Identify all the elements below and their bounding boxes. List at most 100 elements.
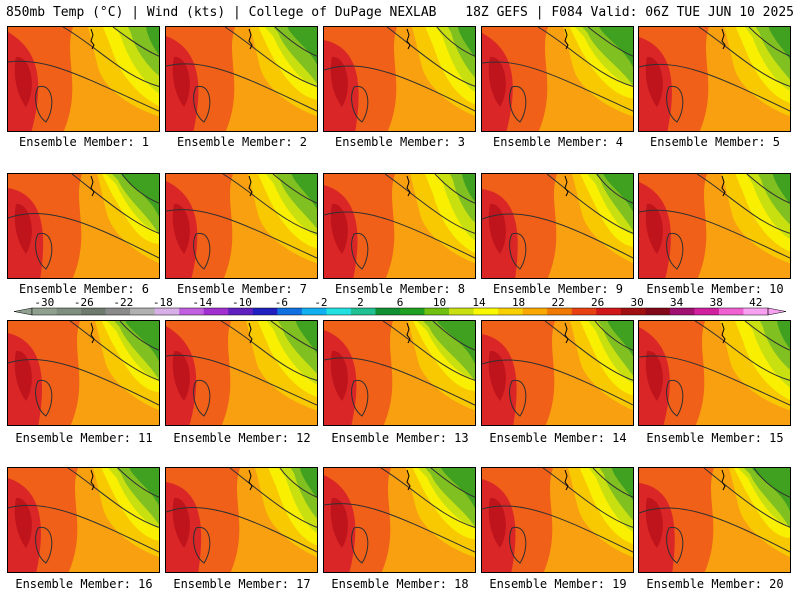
temperature-field [639,174,790,278]
colorbar-right-arrow [767,307,787,316]
ensemble-member-map [165,320,318,426]
colorbar-tick-label: 2 [357,298,364,309]
ensemble-member-map [7,26,160,132]
temperature-field [8,174,159,278]
colorbar-swatch [522,308,548,315]
temperature-field [482,321,633,425]
colorbar-tick-label: 10 [433,298,446,309]
colorbar-swatch [56,308,82,315]
colorbar-tick-label: 22 [551,298,564,309]
colorbar-swatch [105,308,131,315]
ensemble-member-caption: Ensemble Member: 15 [646,431,784,445]
ensemble-member-caption: Ensemble Member: 12 [173,431,311,445]
ensemble-member-map [323,320,476,426]
colorbar-swatch [400,308,425,315]
map-title: 850mb Temp (°C) | Wind (kts) | College o… [6,5,437,20]
ensemble-member-map [7,173,160,279]
colorbar-swatch [350,308,376,315]
colorbar-swatch [449,308,474,315]
ensemble-member-caption: Ensemble Member: 11 [15,431,153,445]
temperature-field [482,27,633,131]
colorbar-swatch [154,308,180,315]
colorbar-swatch [571,308,597,315]
ensemble-member-caption: Ensemble Member: 14 [489,431,627,445]
colorbar-swatch [252,308,278,315]
colorbar-swatch [326,308,352,315]
temperature-field [324,27,475,131]
colorbar-tick-label: -6 [275,298,288,309]
temperature-field [324,468,475,572]
ensemble-member-caption: Ensemble Member: 8 [334,282,466,296]
temperature-colorbar: -30 -26 -22 -18 -14 -10 -6 -2 2 6 10 14 18 22 26 30 34 38… [10,298,790,318]
ensemble-member-map [638,173,791,279]
colorbar-tick-label: -2 [314,298,327,309]
ensemble-member-caption: Ensemble Member: 3 [334,135,466,149]
colorbar-tick-label: -18 [153,298,173,309]
ensemble-member-caption: Ensemble Member: 5 [649,135,781,149]
run-info: 18Z GEFS | F084 Valid: 06Z TUE JUN 10 20… [465,5,794,20]
colorbar-swatch [620,308,646,315]
temperature-field [8,468,159,572]
ensemble-member-map [7,320,160,426]
temperature-field [8,27,159,131]
colorbar-tick-label: 14 [472,298,486,309]
colorbar-tick-label: 30 [631,298,644,309]
temperature-field [166,468,317,572]
ensemble-member-map [481,26,634,132]
colorbar-swatch [81,308,106,315]
temperature-field [639,468,790,572]
ensemble-member-caption: Ensemble Member: 7 [176,282,308,296]
colorbar-swatch [130,308,155,315]
ensemble-member-caption: Ensemble Member: 13 [331,431,469,445]
colorbar-tick-label: 38 [710,298,723,309]
colorbar-tick-label: 18 [512,298,525,309]
colorbar-swatch [203,308,229,315]
ensemble-member-caption: Ensemble Member: 17 [173,577,311,591]
ensemble-member-caption: Ensemble Member: 6 [18,282,150,296]
temperature-field [482,468,633,572]
ensemble-member-map [323,26,476,132]
temperature-field [166,174,317,278]
colorbar-swatch [645,308,671,315]
ensemble-member-map [165,173,318,279]
ensemble-member-map [481,467,634,573]
ensemble-member-map [481,320,634,426]
colorbar-swatch [301,308,327,315]
ensemble-member-map [638,320,791,426]
temperature-field [324,174,475,278]
colorbar-swatch [375,308,401,315]
temperature-field [166,321,317,425]
ensemble-member-caption: Ensemble Member: 2 [176,135,308,149]
colorbar-tick-label: 42 [749,298,762,309]
ensemble-member-map [165,467,318,573]
temperature-field [639,27,790,131]
colorbar-swatch [424,308,450,315]
temperature-field [639,321,790,425]
colorbar-swatch [228,308,254,315]
colorbar-tick-label: -10 [232,298,252,309]
ensemble-member-map [323,467,476,573]
colorbar-swatch [743,308,769,315]
temperature-field [482,174,633,278]
ensemble-member-map [481,173,634,279]
ensemble-member-caption: Ensemble Member: 19 [489,577,627,591]
colorbar-swatch [596,308,622,315]
colorbar-swatch [277,308,303,315]
colorbar-tick-label: -26 [74,298,94,309]
colorbar-tick-label: 34 [670,298,684,309]
ensemble-member-caption: Ensemble Member: 9 [492,282,624,296]
ensemble-member-map [165,26,318,132]
ensemble-member-map [638,26,791,132]
colorbar-tick-label: 6 [397,298,404,309]
colorbar-tick-label: -22 [113,298,133,309]
colorbar-tick-label: -14 [192,298,212,309]
colorbar-swatch [32,308,57,315]
header: 850mb Temp (°C) | Wind (kts) | College o… [6,4,794,22]
temperature-field [8,321,159,425]
colorbar-tick-label: -30 [34,298,54,309]
ensemble-member-map [7,467,160,573]
ensemble-member-caption: Ensemble Member: 1 [18,135,150,149]
colorbar-swatch [498,308,523,315]
ensemble-member-caption: Ensemble Member: 4 [492,135,624,149]
ensemble-member-caption: Ensemble Member: 18 [331,577,469,591]
